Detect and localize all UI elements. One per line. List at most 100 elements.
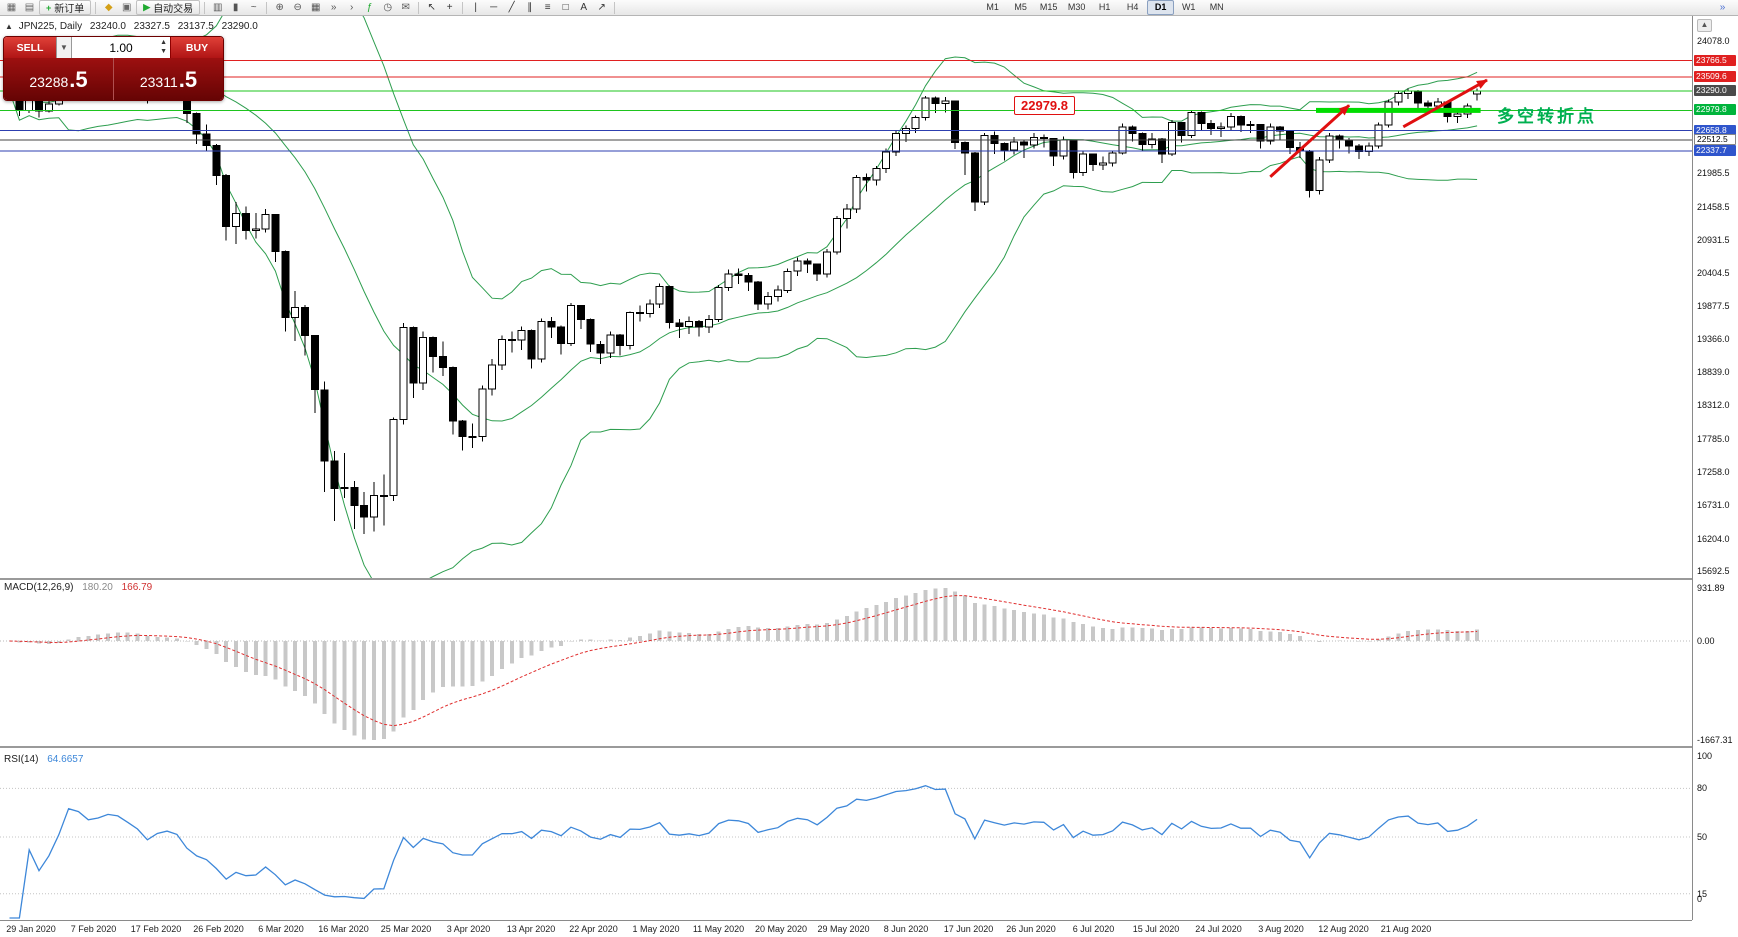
spin-up-icon[interactable]: ▲ (160, 39, 167, 46)
bar-chart-icon[interactable]: ▥ (212, 1, 223, 13)
zoom-out-icon[interactable]: ⊖ (293, 1, 302, 13)
toolbar-customize-icon[interactable]: » (1719, 1, 1726, 13)
new-chart-icon[interactable]: ▦ (6, 1, 17, 13)
volume-input[interactable]: 1.00 ▲ ▼ (72, 37, 170, 58)
timeframe-h1[interactable]: H1 (1098, 2, 1111, 12)
trade-controls-row: SELL ▼ 1.00 ▲ ▼ BUY (4, 37, 223, 58)
sell-button[interactable]: SELL (4, 37, 56, 58)
auto-scroll-icon[interactable]: » (330, 1, 337, 13)
macd-histogram (17, 588, 1480, 740)
autotrading-button-icon: ▶ (143, 2, 151, 12)
axis-divider (1692, 16, 1693, 920)
order-type-dropdown[interactable]: ▼ (56, 37, 72, 58)
price-axis[interactable]: 24078.0 21985.5 21458.5 20931.5 20404.5 19877… (1693, 16, 1738, 920)
macd-indicator-label: MACD(12,26,9) 180.20 166.79 (4, 582, 152, 593)
toolbar-separator (614, 1, 616, 14)
rsi-axis-label: 100 (1697, 751, 1713, 761)
timeframe-w1[interactable]: W1 (1181, 2, 1196, 12)
toolbar-separator (95, 1, 97, 14)
fibonacci-icon[interactable]: ≡ (544, 1, 551, 13)
spin-down-icon[interactable]: ▼ (160, 48, 167, 55)
time-axis-label: 16 Mar 2020 (318, 924, 369, 934)
time-axis-label: 8 Jun 2020 (883, 924, 929, 934)
macd-chart (0, 588, 1692, 740)
time-axis-label: 12 Aug 2020 (1318, 924, 1369, 934)
symbol-title: ▲ JPN225, Daily 23240.0 23327.5 23137.5 … (5, 21, 258, 32)
time-axis-label: 13 Apr 2020 (506, 924, 556, 934)
timeframe-m30[interactable]: M30 (1067, 2, 1086, 12)
macd-name: MACD(12,26,9) (4, 582, 74, 593)
timeframe-h4[interactable]: H4 (1126, 2, 1139, 12)
panel-separator[interactable] (0, 578, 1738, 580)
timeframe-m15[interactable]: M15 (1039, 2, 1058, 12)
time-axis-label: 21 Aug 2020 (1380, 924, 1432, 934)
volume-spinner[interactable]: ▲ ▼ (160, 38, 167, 56)
timeframe-m5[interactable]: M5 (1014, 2, 1027, 12)
trendline-icon[interactable]: ╱ (508, 1, 515, 13)
macd-axis-label: 0.00 (1697, 636, 1715, 646)
rsi-value: 64.6657 (47, 754, 84, 765)
text-label-icon[interactable]: A (580, 1, 588, 13)
shapes-icon[interactable]: □ (562, 1, 569, 13)
price-callout-label: 22979.8 (1014, 96, 1075, 115)
timeframe-m1[interactable]: M1 (986, 2, 999, 12)
time-axis-label: 20 May 2020 (754, 924, 808, 934)
arrow-objects-icon[interactable]: ↗ (597, 1, 606, 13)
macd-axis-label: 931.89 (1697, 583, 1725, 593)
rsi-name: RSI(14) (4, 754, 39, 765)
main-toolbar: ▦ ▤ + 新订单 ◆ ▣ ▶ 自动交易 ▥ ▮ ~ ⊕ ⊖ ▦ » › ƒ ◷ ✉ ↖ + | ─ ╱ ∥ ≡ □ A ↗ M1 M5 M1… (0, 0, 1738, 16)
new-order-button[interactable]: + 新订单 (39, 0, 92, 15)
chart-profiles-icon[interactable]: ▤ (24, 1, 35, 13)
time-axis-label: 6 Jul 2020 (1072, 924, 1115, 934)
price-tick-label: 17258.0 (1697, 467, 1730, 478)
periods-icon[interactable]: ◷ (383, 1, 393, 13)
vertical-line-icon[interactable]: | (474, 1, 477, 13)
timeframe-mn[interactable]: MN (1209, 2, 1224, 12)
horizontal-line-icon[interactable]: ─ (490, 1, 498, 13)
collapse-trade-panel-icon[interactable]: ▲ (5, 22, 13, 31)
line-chart-icon[interactable]: ~ (250, 1, 257, 13)
panel-separator[interactable] (0, 746, 1738, 748)
buy-price[interactable]: 23311 .5 (114, 58, 223, 100)
price-badge-outline: 22512.5 (1694, 133, 1736, 145)
scroll-up-button[interactable]: ▲ (1697, 19, 1712, 32)
macd-axis-label: -1667.31 (1697, 735, 1733, 745)
time-axis-label: 29 Jan 2020 (6, 924, 56, 934)
autotrading-button[interactable]: ▶ 自动交易 (136, 0, 201, 15)
bollinger-bands (9, 16, 1478, 578)
chart-shift-icon[interactable]: › (350, 1, 354, 13)
tile-windows-icon[interactable]: ▦ (310, 1, 321, 13)
price-badge-dark: 23290.0 (1694, 84, 1736, 96)
time-axis[interactable]: 29 Jan 2020 7 Feb 2020 17 Feb 2020 26 Feb 2… (0, 920, 1692, 937)
toolbar-separator (204, 1, 206, 14)
time-axis-label: 25 Mar 2020 (380, 924, 432, 934)
crosshair-icon[interactable]: + (446, 1, 453, 13)
metaeditor-icon[interactable]: ◆ (104, 1, 113, 13)
time-axis-label: 22 Apr 2020 (569, 924, 618, 934)
time-axis-label: 3 Aug 2020 (1258, 924, 1304, 934)
price-tick-label: 20931.5 (1697, 234, 1730, 245)
candles-group (5, 51, 1482, 534)
strategy-tester-icon[interactable]: ▣ (122, 1, 132, 13)
indicators-icon[interactable]: ƒ (366, 1, 373, 13)
price-badge-blue: 22658.8 (1694, 124, 1736, 136)
one-click-trading-panel: SELL ▼ 1.00 ▲ ▼ BUY 23288 .5 23311 (3, 36, 224, 101)
turning-point-highlight-line (1316, 107, 1481, 113)
timeframe-d1[interactable]: D1 (1147, 0, 1175, 15)
rsi-axis-label: 0 (1697, 894, 1703, 904)
equidistant-channel-icon[interactable]: ∥ (527, 1, 533, 13)
zoom-in-icon[interactable]: ⊕ (275, 1, 284, 13)
cursor-icon[interactable]: ↖ (427, 1, 436, 13)
templates-icon[interactable]: ✉ (401, 1, 410, 13)
autotrading-button-label: 自动交易 (153, 4, 194, 15)
price-tick-label: 24078.0 (1697, 36, 1730, 46)
candlestick-chart-icon[interactable]: ▮ (232, 1, 239, 13)
price-badge-red: 23766.5 (1694, 54, 1736, 66)
new-order-button-label: 新订单 (54, 4, 85, 15)
sell-price[interactable]: 23288 .5 (4, 58, 114, 100)
candlestick-chart[interactable] (0, 16, 1692, 578)
trade-prices-row: 23288 .5 23311 .5 (4, 58, 223, 100)
buy-button[interactable]: BUY (170, 37, 223, 58)
rsi-axis-label: 50 (1697, 832, 1708, 842)
price-tick-label: 16204.0 (1697, 533, 1730, 544)
